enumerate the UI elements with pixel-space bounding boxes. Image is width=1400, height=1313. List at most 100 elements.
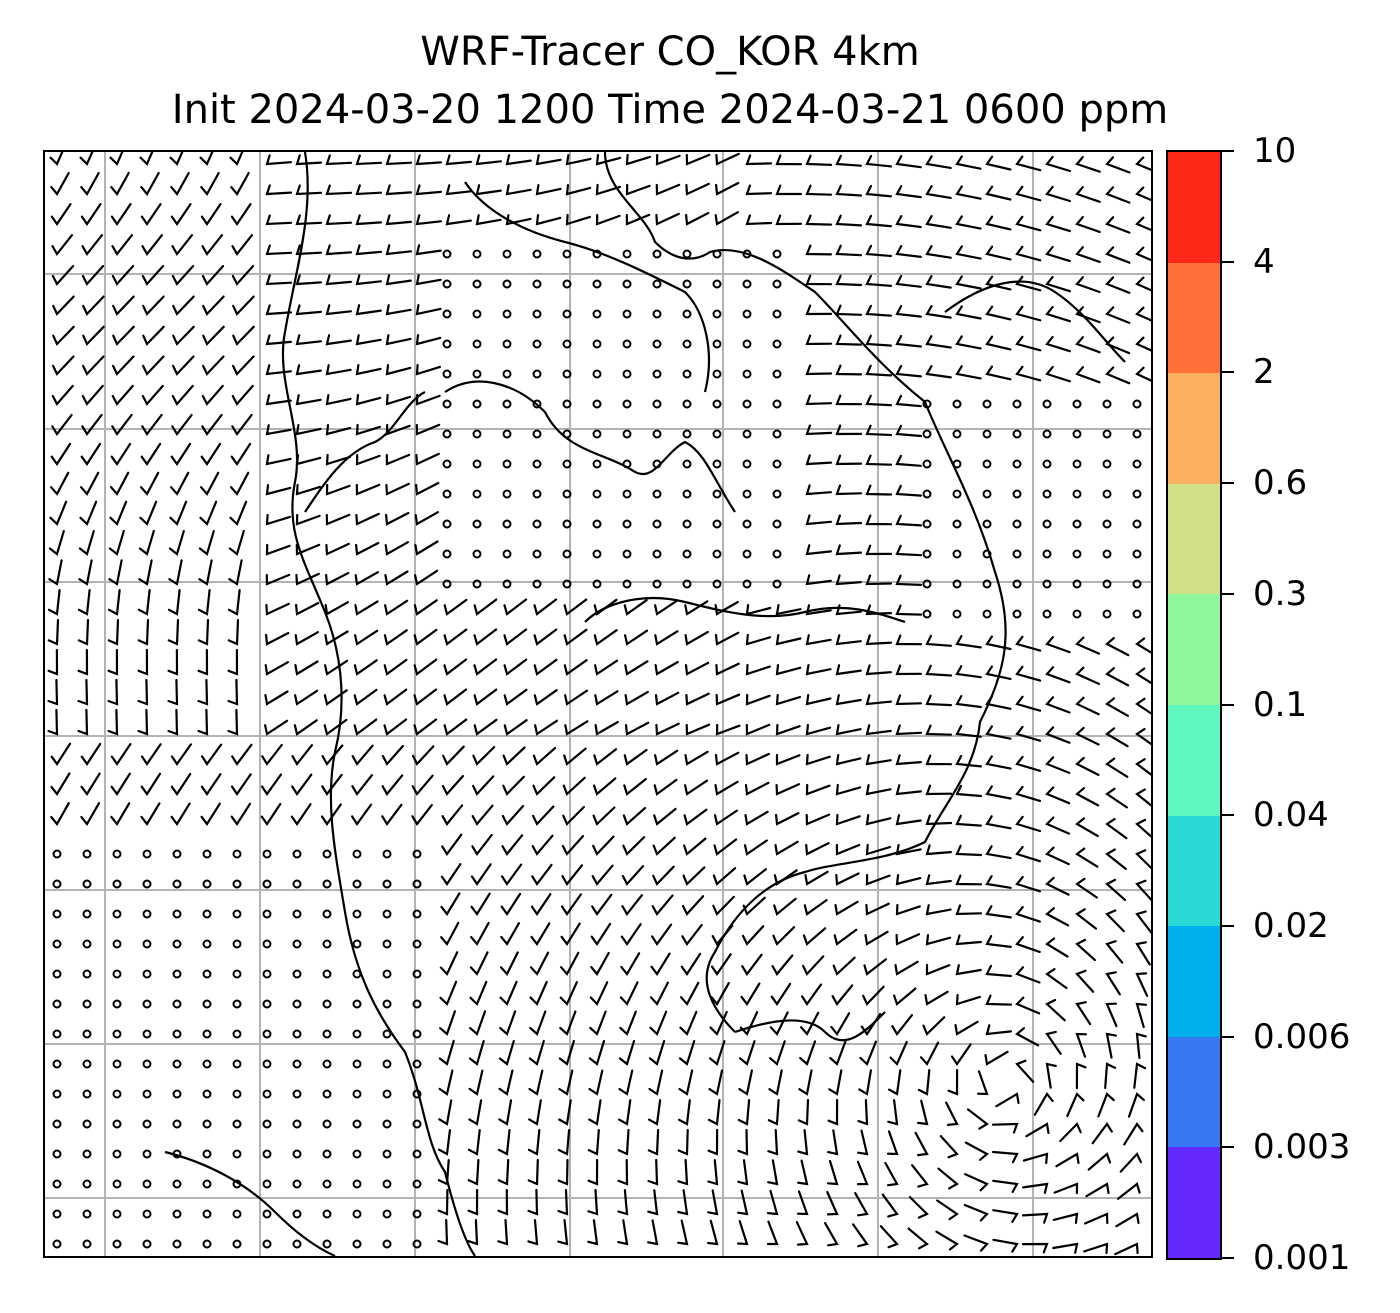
wind-barb	[1045, 666, 1071, 684]
wind-barb	[1015, 906, 1041, 923]
wind-barb-calm	[172, 1119, 182, 1129]
wind-barb	[591, 893, 613, 916]
wind-barb	[1045, 335, 1071, 353]
wind-barb-calm	[1132, 429, 1142, 439]
wind-barb-calm	[262, 849, 272, 859]
wind-barb	[622, 836, 646, 856]
wind-barb	[527, 1188, 539, 1216]
wind-barb-calm	[1012, 519, 1022, 529]
wind-barb-calm	[232, 909, 242, 919]
wind-barb	[441, 804, 464, 826]
wind-barb-calm	[232, 1239, 242, 1249]
wind-barb-calm	[472, 459, 482, 469]
wind-barb	[140, 772, 162, 796]
wind-barb-calm	[202, 879, 212, 889]
wind-barb-calm	[202, 969, 212, 979]
wind-barb	[265, 454, 292, 466]
wind-barb	[384, 599, 409, 616]
wind-barb	[265, 543, 291, 556]
wind-barb-calm	[412, 849, 422, 859]
wind-barb	[824, 1222, 839, 1247]
wind-barb-calm	[532, 519, 542, 529]
wind-barb	[1135, 941, 1151, 966]
wind-barb	[558, 1099, 572, 1126]
wind-barb-calm	[922, 399, 932, 409]
wind-barb	[895, 814, 922, 826]
wind-barb-calm	[592, 249, 602, 259]
wind-barb	[801, 983, 823, 1006]
wind-barb	[707, 1189, 719, 1216]
wind-barb	[265, 274, 293, 286]
wind-barb	[497, 1129, 511, 1156]
wind-barb	[1105, 216, 1131, 234]
wind-barb	[804, 870, 829, 886]
wind-barb	[1075, 847, 1099, 868]
wind-barb	[653, 778, 678, 796]
wind-barb-calm	[202, 1059, 212, 1069]
wind-barb	[443, 718, 468, 736]
wind-barb	[321, 744, 344, 766]
wind-barb	[200, 203, 222, 226]
wind-barb-calm	[682, 459, 692, 469]
wind-barb	[535, 214, 562, 226]
wind-barb	[1091, 1122, 1113, 1145]
wind-barb	[766, 1189, 779, 1216]
wind-barb	[964, 1141, 989, 1161]
wind-barb-calm	[262, 879, 272, 889]
wind-barb	[443, 658, 468, 676]
wind-barb	[624, 629, 649, 646]
wind-barb	[865, 394, 893, 407]
wind-barb	[800, 1011, 820, 1036]
wind-barb	[775, 812, 800, 826]
wind-barb	[1053, 1182, 1079, 1195]
wind-barb	[1045, 876, 1070, 896]
wind-barb-calm	[532, 309, 542, 319]
colorbar-tick-label: 0.003	[1253, 1127, 1351, 1168]
wind-barb	[621, 865, 645, 886]
wind-barb	[265, 424, 292, 436]
wind-barb	[737, 1128, 749, 1156]
colorbar-segment	[1168, 815, 1220, 927]
wind-barb	[1015, 665, 1042, 682]
wind-barb	[964, 1173, 989, 1192]
wind-barb	[80, 802, 101, 826]
wind-barb-calm	[52, 849, 62, 859]
wind-barb	[1087, 1152, 1112, 1171]
wind-barb	[835, 364, 863, 376]
wind-barb	[685, 182, 710, 196]
wind-barb	[647, 1158, 659, 1186]
wind-barb	[745, 154, 773, 166]
wind-barb	[200, 471, 220, 496]
wind-barb	[985, 725, 1012, 740]
wind-barb	[1075, 756, 1100, 776]
wind-barb-calm	[142, 849, 152, 859]
wind-barb	[413, 658, 438, 676]
wind-barb	[260, 802, 282, 826]
wind-barb-calm	[622, 459, 632, 469]
wind-barb-calm	[52, 1119, 62, 1129]
wind-barb-calm	[442, 519, 452, 529]
wind-barb	[470, 921, 490, 946]
wind-barb-calm	[1072, 399, 1082, 409]
wind-barb	[1045, 907, 1070, 927]
wind-barb	[737, 1099, 751, 1126]
wind-barb	[652, 865, 675, 886]
wind-barb-calm	[592, 429, 602, 439]
wind-barb-calm	[232, 969, 242, 979]
wind-barb	[527, 1158, 539, 1186]
wind-barb-calm	[712, 249, 722, 259]
wind-barb	[865, 304, 892, 317]
wind-barb-calm	[922, 609, 932, 619]
wind-barb	[49, 152, 64, 166]
wind-barb	[739, 1011, 759, 1036]
wind-barb-calm	[592, 309, 602, 319]
wind-barb	[1033, 1092, 1054, 1116]
wind-barb	[852, 1223, 869, 1248]
wind-barb	[1015, 966, 1041, 984]
wind-barb	[1059, 1122, 1082, 1143]
wind-barb	[796, 1190, 809, 1216]
wind-barb-calm	[472, 399, 482, 409]
wind-barb	[831, 984, 854, 1006]
wind-barb-calm	[532, 399, 542, 409]
wind-barb	[355, 483, 381, 496]
